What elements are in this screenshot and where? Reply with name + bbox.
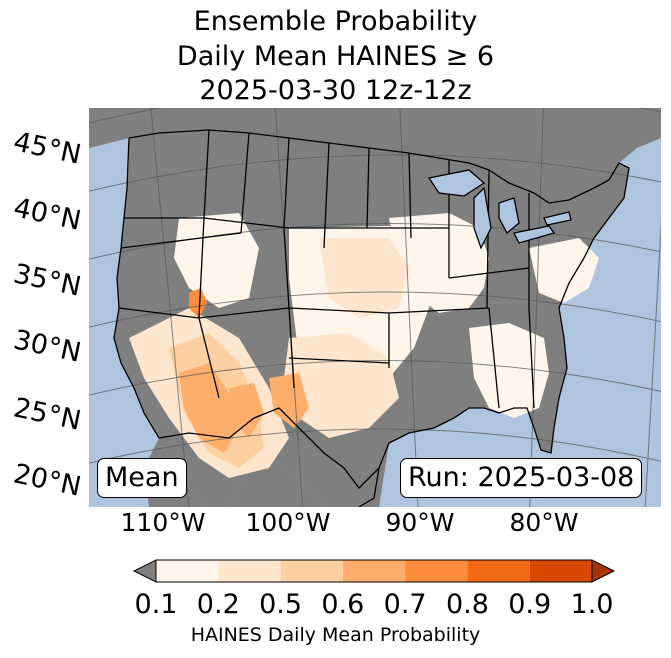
colorbar-label: HAINES Daily Mean Probability [190, 624, 481, 646]
lat-label-20: 20°N [10, 458, 84, 503]
shade-plains-0p2 [319, 238, 409, 318]
lat-label-35: 35°N [10, 258, 84, 303]
colorbar-tick-7: 1.0 [570, 589, 614, 620]
lat-label-45: 45°N [10, 126, 84, 171]
canada-landmass [89, 108, 661, 203]
mexico-landmass [144, 438, 389, 507]
lon-90 [399, 108, 419, 507]
lon-label-90: 90°W [385, 508, 455, 537]
shade-southeast-0p1 [469, 323, 549, 418]
map-canvas [89, 108, 661, 507]
us-mexico-border [158, 407, 380, 489]
shade-midwest-0p1 [389, 213, 489, 313]
colorbar-cell-4 [405, 560, 468, 582]
lat-25 [89, 360, 661, 396]
title-line-3: 2025-03-30 12z-12z [199, 75, 472, 106]
title-line-2: Daily Mean HAINES ≥ 6 [176, 41, 495, 72]
colorbar-under-triangle [132, 559, 157, 583]
colorbar-tick-4: 0.7 [383, 589, 427, 620]
shade-sw-0p6 [179, 363, 239, 453]
title-line-1: Ensemble Probability [193, 6, 478, 37]
colorbar-tick-3: 0.6 [321, 589, 365, 620]
lon-80 [529, 108, 544, 507]
map-panel [89, 108, 661, 507]
colorbar [132, 559, 616, 583]
lon-70 [644, 219, 661, 507]
colorbar-outline [155, 559, 593, 583]
colorbar-cell-6 [529, 560, 592, 582]
colorbar-tick-0: 0.1 [134, 589, 178, 620]
lat-35 [89, 222, 661, 260]
lat-45 [89, 108, 661, 124]
colorbar-over-triangle [591, 559, 616, 583]
run-label-box: Run: 2025-03-08 [400, 458, 643, 498]
shade-nm-0p6 [269, 373, 309, 428]
colorbar-cell-0 [156, 560, 219, 582]
lat-label-25: 25°N [10, 392, 84, 437]
shade-sw-0p7 [189, 288, 207, 318]
lat-label-30: 30°N [10, 324, 84, 369]
lat-label-40: 40°N [10, 192, 84, 237]
lon-label-100: 100°W [245, 508, 331, 537]
colorbar-cell-3 [342, 560, 406, 582]
colorbar-cell-1 [218, 560, 281, 582]
colorbar-tick-6: 0.9 [508, 589, 552, 620]
lon-110 [150, 108, 190, 507]
lat-20 [89, 428, 661, 464]
shade-east-0p1 [529, 238, 599, 303]
shade-west-0p1 [174, 213, 259, 308]
borders [113, 129, 630, 507]
colorbar-cell-2 [280, 560, 343, 582]
us-outline [128, 129, 630, 507]
colorbar-tick-5: 0.8 [445, 589, 489, 620]
colorbar-tick-1: 0.2 [196, 589, 240, 620]
state-lines-n [118, 129, 535, 409]
shade-mx-0p6 [229, 383, 264, 438]
colorbar-cell-5 [467, 560, 530, 582]
colorbar-tick-2: 0.5 [259, 589, 303, 620]
lat-40 [89, 154, 661, 192]
lon-label-110: 110°W [120, 508, 206, 537]
mean-label-box: Mean [97, 458, 187, 498]
great-lakes [427, 169, 572, 250]
lon-label-80: 80°W [509, 508, 579, 537]
